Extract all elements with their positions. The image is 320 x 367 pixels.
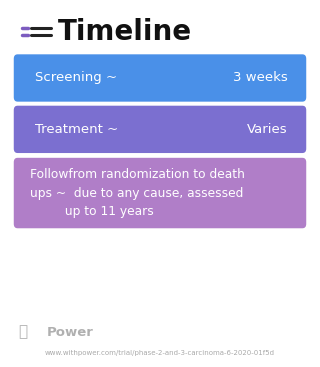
Text: Varies: Varies — [247, 123, 288, 136]
FancyBboxPatch shape — [14, 158, 306, 228]
Text: Timeline: Timeline — [58, 18, 192, 46]
FancyBboxPatch shape — [14, 106, 306, 153]
FancyBboxPatch shape — [14, 54, 306, 102]
Text: Treatment ~: Treatment ~ — [35, 123, 118, 136]
Text: 3 weeks: 3 weeks — [233, 72, 288, 84]
Text: www.withpower.com/trial/phase-2-and-3-carcinoma-6-2020-01f5d: www.withpower.com/trial/phase-2-and-3-ca… — [45, 350, 275, 356]
Text: Power: Power — [46, 326, 93, 339]
Text: Followfrom randomization to death
ups ~  due to any cause, assessed
         up : Followfrom randomization to death ups ~ … — [30, 168, 245, 218]
Text: Screening ~: Screening ~ — [35, 72, 117, 84]
Text: Ⓓ: Ⓓ — [18, 325, 27, 339]
